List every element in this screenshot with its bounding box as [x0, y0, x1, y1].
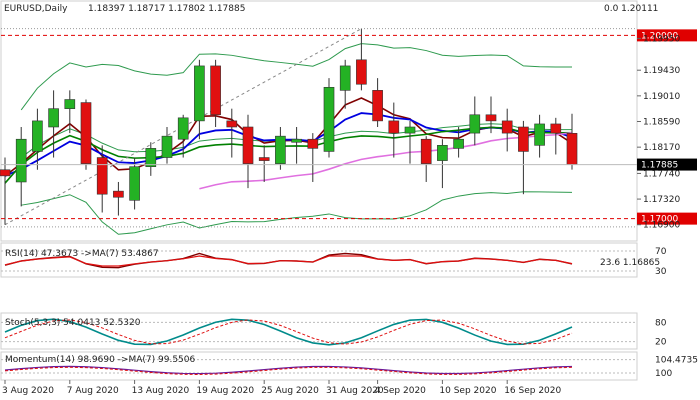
ma-long-line	[199, 131, 573, 190]
stoch-tick-label: 20	[655, 338, 667, 348]
candle-body	[145, 148, 157, 168]
axis-layer: 1.19950 1.19430 1.19010 1.18590 1.18170 1.177…	[2, 34, 680, 396]
rsi-line	[4, 255, 573, 267]
rsi-tick-label: 30	[655, 267, 667, 277]
candle-body	[307, 138, 319, 149]
price-tick-label: 1.19430	[643, 66, 680, 76]
level-tag	[637, 29, 697, 42]
candle-body	[453, 138, 464, 149]
rsi-label: RSI(14) 47.3673 ->MA(7) 53.4867	[5, 249, 159, 259]
candle-body	[96, 157, 108, 195]
candle-body	[80, 102, 92, 164]
momentum-label: Momentum(14) 98.9690 ->MA(7) 99.5506	[5, 355, 196, 365]
candle-body	[210, 65, 221, 116]
momentum-tick-label: 100	[655, 369, 672, 379]
candle-body	[32, 120, 43, 152]
x-tick-label: 19 Aug 2020	[196, 386, 254, 396]
level-tag	[637, 212, 697, 225]
candle-body	[15, 138, 27, 183]
x-tick-label: 13 Aug 2020	[132, 386, 190, 396]
upper-band-line	[20, 43, 573, 111]
candle-body	[501, 120, 513, 134]
candle-body	[48, 108, 59, 128]
x-tick-label: 16 Sep 2020	[504, 386, 561, 396]
x-tick-label: 3 Aug 2020	[2, 386, 54, 396]
level-label: 1.20000	[641, 31, 678, 41]
candle-body	[64, 99, 76, 109]
price-tick-label: 1.17320	[643, 195, 680, 205]
candle-body	[518, 126, 529, 152]
candle-body	[566, 132, 578, 165]
candles-layer	[0, 28, 578, 225]
trendline	[4, 28, 362, 226]
x-tick-label: 25 Aug 2020	[261, 386, 319, 396]
stoch-line	[4, 318, 573, 346]
current-price-label: 1.17885	[641, 161, 678, 171]
rsi-tick-label: 70	[655, 247, 667, 257]
momentum-tick-label: 104.4735	[655, 356, 698, 366]
candle-body	[534, 123, 545, 146]
candle-body	[404, 126, 416, 134]
candle-body	[161, 135, 173, 158]
candle-body	[485, 114, 497, 122]
candle-body	[469, 114, 481, 134]
momentum-line	[4, 365, 573, 375]
candle-body	[420, 138, 432, 164]
candle-body	[258, 157, 270, 161]
fib-23-label: 23.6 1.16865	[600, 258, 660, 268]
fib-0-label: 0.0 1.20111	[604, 4, 658, 14]
price-tick-label: 1.17740	[643, 169, 680, 179]
price-tick-label: 1.18590	[643, 118, 680, 128]
x-tick-label: 7 Aug 2020	[67, 386, 119, 396]
lower-band-line	[21, 191, 573, 235]
candle-body	[339, 65, 351, 91]
candle-body	[0, 169, 11, 177]
level-label: 1.17000	[641, 215, 678, 225]
candle-body	[177, 117, 189, 140]
candle-body	[275, 135, 286, 164]
stoch-tick-label: 80	[655, 318, 667, 328]
current-price-tag	[637, 158, 697, 171]
price-tick-label: 1.19010	[643, 92, 680, 102]
candle-body	[356, 59, 367, 85]
ohlc-readout: 1.18397 1.18717 1.17802 1.17885	[88, 4, 245, 14]
price-tick-label: 1.19950	[643, 34, 680, 44]
momentum-panel-frame	[0, 351, 638, 381]
price-tick-label: 1.16900	[643, 221, 680, 231]
candle-body	[226, 120, 238, 128]
candle-body	[113, 190, 124, 198]
chart-title: EURUSD,Daily	[4, 4, 68, 14]
candle-body	[194, 65, 205, 122]
indicators-layer: 70 30 80 20 104.4735 100	[1, 247, 698, 379]
x-tick-label: 4 Sep 2020	[375, 386, 427, 396]
candle-body	[291, 138, 302, 143]
x-tick-label: 31 Aug 2020	[326, 386, 384, 396]
candle-body	[388, 120, 400, 134]
price-panel-frame	[0, 0, 638, 242]
candle-body	[550, 123, 562, 134]
levels-layer: 1.20000 1.17000 1.17885	[1, 28, 697, 228]
x-tick-label: 10 Sep 2020	[439, 386, 496, 396]
candle-body	[437, 145, 448, 161]
price-tick-label: 1.18170	[643, 143, 680, 153]
stoch-line	[4, 319, 573, 345]
rsi-panel-frame	[0, 242, 638, 278]
candle-body	[372, 90, 383, 122]
candle-body	[242, 126, 254, 164]
candle-body	[129, 166, 140, 201]
stoch-label: Stoch(5,3,3) 54.0413 52.5320	[5, 318, 141, 328]
candle-body	[323, 86, 335, 152]
stoch-panel-frame	[0, 312, 638, 350]
